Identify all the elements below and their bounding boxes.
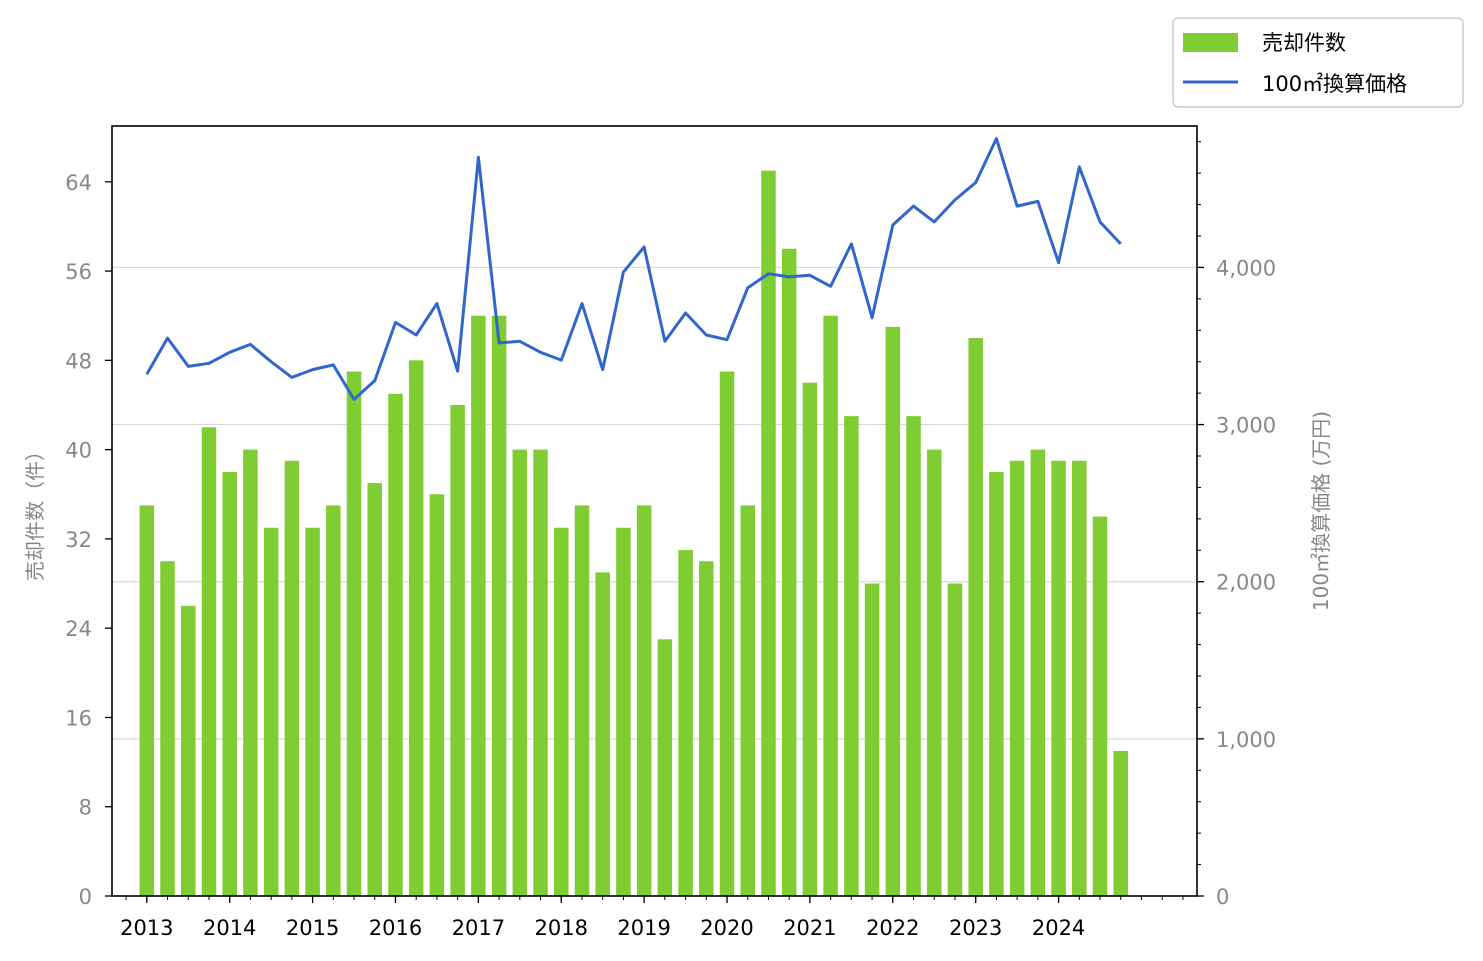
bar-24 — [636, 505, 652, 896]
bar-39 — [947, 583, 963, 896]
bar-38 — [926, 449, 942, 896]
x-tick-label-10: 2023 — [949, 916, 1002, 940]
bar-4 — [222, 471, 237, 896]
bar-26 — [678, 550, 693, 896]
bar-36 — [885, 326, 901, 896]
left-tick-label-0: 0 — [79, 885, 92, 909]
bar-34 — [844, 416, 859, 896]
bar-30 — [761, 170, 776, 896]
bar-7 — [284, 460, 300, 896]
x-tick-label-11: 2024 — [1032, 916, 1085, 940]
bar-8 — [305, 527, 320, 896]
bar-0 — [139, 505, 155, 896]
bar-42 — [1009, 460, 1025, 896]
price-line — [145, 137, 1122, 401]
left-axis: 0 8 16 24 32 40 48 56 64 — [65, 171, 112, 909]
bar-27 — [699, 561, 714, 896]
bar-41 — [989, 471, 1004, 896]
right-tick-label-3: 3,000 — [1216, 414, 1276, 438]
bar-21 — [574, 505, 590, 896]
left-tick-label-6: 48 — [65, 349, 92, 373]
bar-11 — [367, 483, 383, 896]
bar-33 — [823, 315, 838, 896]
x-tick-label-9: 2022 — [866, 916, 919, 940]
plot-frame — [111, 125, 1198, 897]
bar-32 — [802, 382, 818, 897]
bar-17 — [491, 315, 507, 896]
left-tick-label-3: 24 — [65, 617, 92, 641]
bar-29 — [740, 505, 756, 896]
x-axis: 2013 2014 2015 2016 2017 2018 2019 2020 2021 2022… — [120, 896, 1184, 940]
bar-1 — [160, 561, 175, 896]
bar-19 — [533, 449, 548, 896]
bar-9 — [326, 505, 341, 896]
bar-14 — [429, 494, 445, 896]
bar-45 — [1072, 460, 1087, 896]
bar-3 — [201, 427, 217, 896]
bar-20 — [553, 527, 569, 896]
bar-43 — [1030, 449, 1046, 896]
x-tick-label-4: 2017 — [452, 916, 505, 940]
bar-series — [139, 170, 1128, 897]
x-tick-label-6: 2019 — [617, 916, 670, 940]
right-tick-label-0: 0 — [1216, 885, 1229, 909]
legend-label-bar: 売却件数 — [1262, 31, 1346, 55]
bar-47 — [1113, 750, 1128, 896]
bar-35 — [864, 583, 880, 896]
bar-15 — [450, 404, 465, 896]
x-tick-label-8: 2021 — [783, 916, 836, 940]
right-axis: 0 1,000 2,000 3,000 4,000 — [1197, 141, 1276, 909]
x-tick-label-5: 2018 — [535, 916, 588, 940]
legend-bar-swatch — [1183, 33, 1238, 52]
left-tick-label-2: 16 — [65, 706, 92, 730]
left-tick-label-5: 40 — [65, 439, 92, 463]
bar-25 — [657, 639, 673, 896]
right-tick-label-1: 1,000 — [1216, 728, 1276, 752]
bar-46 — [1092, 516, 1108, 896]
x-tick-label-1: 2014 — [203, 916, 256, 940]
bar-2 — [181, 605, 196, 896]
line-series — [145, 137, 1122, 401]
bar-44 — [1051, 460, 1066, 896]
bar-23 — [616, 527, 631, 896]
legend-frame — [1172, 17, 1464, 108]
bar-37 — [906, 416, 921, 896]
left-tick-label-7: 56 — [65, 260, 92, 284]
x-tick-label-3: 2016 — [369, 916, 422, 940]
x-tick-label-2: 2015 — [286, 916, 339, 940]
bar-18 — [512, 449, 528, 896]
left-axis-title: 売却件数（件） — [23, 441, 47, 581]
right-tick-label-2: 2,000 — [1216, 571, 1276, 595]
left-tick-label-4: 32 — [65, 528, 92, 552]
bar-22 — [595, 572, 610, 896]
left-tick-label-8: 64 — [65, 171, 92, 195]
bar-16 — [471, 315, 486, 896]
bar-6 — [263, 527, 279, 896]
bar-5 — [243, 449, 258, 896]
legend-label-line: 100㎡換算価格 — [1262, 72, 1407, 96]
legend: 売却件数 100㎡換算価格 — [1172, 17, 1464, 108]
right-tick-label-4: 4,000 — [1216, 256, 1276, 280]
right-axis-title: 100㎡換算価格 (万円) — [1309, 411, 1333, 611]
bar-31 — [781, 248, 797, 897]
bar-12 — [388, 393, 403, 896]
left-tick-label-1: 8 — [79, 796, 92, 820]
bar-28 — [719, 371, 735, 897]
bar-10 — [346, 371, 362, 897]
bar-40 — [968, 338, 983, 896]
x-tick-label-0: 2013 — [120, 916, 173, 940]
x-tick-label-7: 2020 — [700, 916, 753, 940]
bar-13 — [408, 360, 424, 896]
